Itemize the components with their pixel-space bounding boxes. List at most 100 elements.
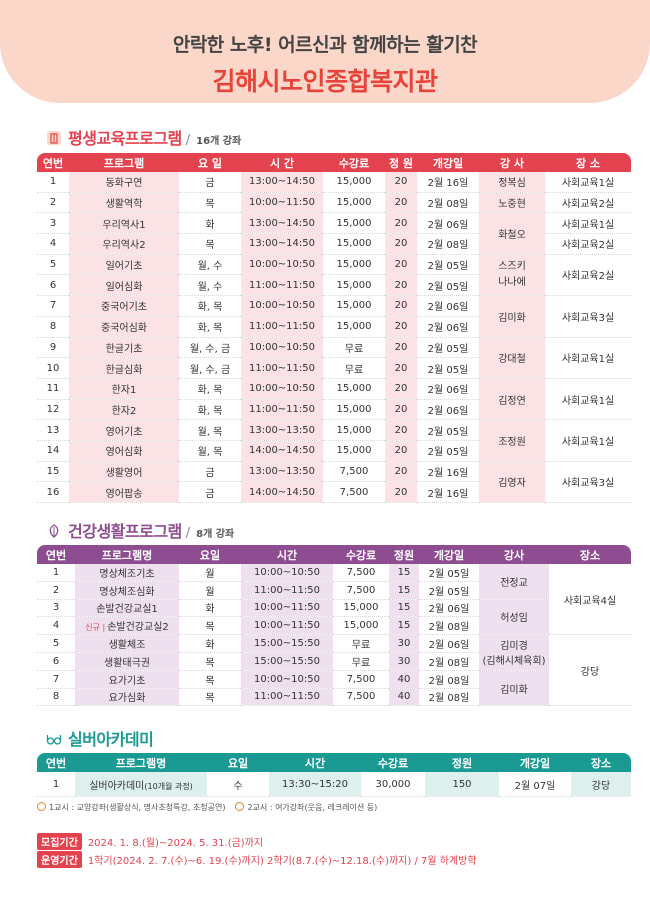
cell-day: 목 [179, 233, 241, 255]
program-name: 손발건강교실2 [107, 622, 169, 634]
header-cell: 장소 [549, 545, 631, 564]
cell-day: 수 [207, 772, 269, 797]
cell-instructor: 화철오 [479, 212, 545, 255]
cell-capacity: 20 [385, 212, 417, 235]
cell-no: 13 [37, 419, 69, 441]
cell-time: 10:00~11:50 [241, 192, 323, 214]
cell-no: 8 [37, 316, 69, 338]
instructor-line: (김해시체육회) [482, 656, 546, 668]
cell-day: 목 [179, 652, 241, 671]
cell-program: 명상체조심화 [75, 581, 179, 600]
section-count: 16개 강좌 [196, 136, 242, 147]
table-row: 15 생활영어 금 13:00~13:50 7,500 20 2월 16일 김영자 사회교육3실 [37, 461, 631, 504]
cell-place: 사회교육1실 [545, 378, 631, 421]
table-row: 7 중국어기초 화, 목 10:00~10:50 15,000 20 2월 06일 김미화 사회… [37, 295, 631, 338]
cell-fee: 15,000 [323, 254, 385, 276]
cell-capacity: 20 [385, 192, 417, 214]
cell-place: 사회교육2실 [545, 254, 631, 297]
cell-time: 11:00~11:50 [241, 688, 333, 707]
cell-no: 16 [37, 481, 69, 503]
cell-start-date: 2월 08일 [417, 233, 479, 255]
cell-place: 사회교육2실 [545, 233, 631, 255]
cell-program: 한글심화 [69, 357, 179, 379]
header-cell: 시 간 [241, 153, 323, 172]
cell-place: 강당 [571, 772, 631, 797]
cell-fee: 7,500 [333, 670, 389, 689]
cell-fee: 15,000 [323, 233, 385, 255]
cell-fee: 30,000 [361, 772, 425, 797]
cell-instructor: 김미화 [479, 295, 545, 338]
header-banner: 안락한 노후! 어르신과 함께하는 활기찬 김해시노인종합복지관 [0, 0, 650, 103]
cell-no: 3 [37, 212, 69, 235]
cell-fee: 15,000 [333, 616, 389, 636]
cell-time: 15:00~15:50 [241, 634, 333, 653]
cell-day: 월, 수 [179, 274, 241, 297]
header-cell: 요 일 [179, 153, 241, 172]
header-cell: 프로그램명 [75, 545, 179, 564]
cell-day: 금 [179, 481, 241, 503]
cell-program: 한글기초 [69, 337, 179, 359]
section-title-silver: 실버아카데미 [46, 726, 154, 750]
cell-no: 2 [37, 192, 69, 214]
cell-program: 중국어심화 [69, 316, 179, 338]
cell-start-date: 2월 16일 [417, 481, 479, 503]
cell-instructor: 정복심 [479, 172, 545, 193]
cell-program: 동화구연 [69, 172, 179, 193]
cell-time: 11:00~11:50 [241, 581, 333, 600]
table-row: 1 명상체조기초 월 10:00~10:50 7,500 15 2월 05일 전정교 사회교육4… [37, 564, 631, 636]
cell-capacity: 40 [389, 688, 419, 707]
cell-capacity: 30 [389, 652, 419, 671]
cell-fee: 7,500 [323, 481, 385, 503]
cell-place: 사회교육3실 [545, 461, 631, 504]
header-cell: 프로그램 [69, 153, 179, 172]
health-program-table: 연번 프로그램명 요일 시간 수강료 정원 개강일 강사 장소 1 명상체조기초 월… [37, 545, 631, 707]
table-row: 13 영어기초 월, 목 13:00~13:50 15,000 20 2월 05일 조정원 사회… [37, 419, 631, 462]
cell-day: 월, 목 [179, 440, 241, 462]
cell-day: 월, 수 [179, 254, 241, 276]
cell-instructor: 김영자 [479, 461, 545, 504]
cell-start-date: 2월 08일 [417, 192, 479, 214]
cell-place: 사회교육1실 [545, 172, 631, 193]
cell-time: 13:00~14:50 [241, 233, 323, 255]
operate-value: 1학기(2024. 2. 7.(수)~6. 19.(수)까지) 2학기(8.7.… [87, 856, 477, 867]
cell-program: 생활영어 [69, 461, 179, 483]
cell-program: 생활체조 [75, 634, 179, 653]
table-row: 6 생활태극권 목 15:00~15:50 무료 30 2월 08일 [37, 652, 631, 671]
cell-time: 10:00~10:50 [241, 337, 323, 359]
cell-program: 한자2 [69, 399, 179, 421]
table-row: 2 생활역학 목 10:00~11:50 15,000 20 2월 08일 노중현 사회교육2실 [37, 192, 631, 214]
cell-time: 10:00~10:50 [241, 670, 333, 689]
cell-program: 명상체조기초 [75, 564, 179, 582]
header-cell: 연번 [37, 753, 75, 772]
cell-time: 14:00~14:50 [241, 440, 323, 462]
cell-day: 화, 목 [179, 399, 241, 421]
table-header-row: 연번 프로그램명 요일 시간 수강료 정원 개강일 강사 장소 [37, 545, 631, 564]
header-cell: 강 사 [479, 153, 545, 172]
table-row: 11 한자1 화, 목 10:00~10:50 15,000 20 2월 06일 김정연 사회교… [37, 378, 631, 421]
section-name: 평생교육프로그램 [68, 129, 182, 148]
cell-place: 사회교육2실 [545, 192, 631, 214]
cell-time: 13:00~14:50 [241, 212, 323, 235]
instructor-line: 스즈키 [498, 260, 526, 272]
cell-start-date: 2월 06일 [419, 634, 479, 653]
cell-place: 사회교육4실 [549, 564, 631, 636]
table-row: 1 동화구연 금 13:00~14:50 15,000 20 2월 16일 정복심 사회교육1실 [37, 172, 631, 193]
header-cell: 프로그램명 [75, 753, 207, 772]
table-row: 8 요가심화 목 11:00~11:50 7,500 40 2월 08일 [37, 688, 631, 707]
cell-start-date: 2월 05일 [417, 254, 479, 276]
cell-day: 월, 목 [179, 419, 241, 441]
cell-day: 월, 수, 금 [179, 337, 241, 359]
header-cell: 강사 [479, 545, 549, 564]
cell-start-date: 2월 07일 [499, 772, 571, 797]
header-cell: 개강일 [419, 545, 479, 564]
cell-fee: 15,000 [323, 192, 385, 214]
clock-icon [235, 802, 245, 811]
cell-no: 12 [37, 399, 69, 421]
cell-time: 13:00~13:50 [241, 461, 323, 483]
header-cell: 수강료 [333, 545, 389, 564]
recruit-label: 모집기간 [37, 833, 82, 850]
cell-no: 1 [37, 564, 75, 582]
cell-no: 7 [37, 670, 75, 689]
header-cell: 정원 [425, 753, 499, 772]
cell-fee: 7,500 [323, 461, 385, 483]
